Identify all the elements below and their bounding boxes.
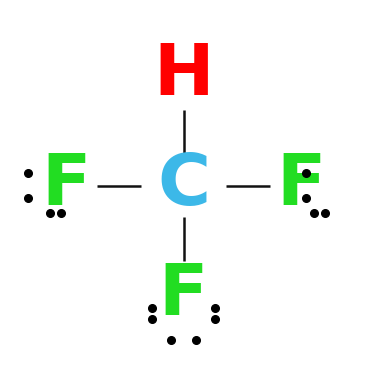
Text: F: F: [159, 261, 208, 330]
Text: C: C: [157, 151, 210, 220]
Text: F: F: [276, 151, 326, 220]
Text: H: H: [153, 41, 214, 110]
Text: F: F: [41, 151, 91, 220]
